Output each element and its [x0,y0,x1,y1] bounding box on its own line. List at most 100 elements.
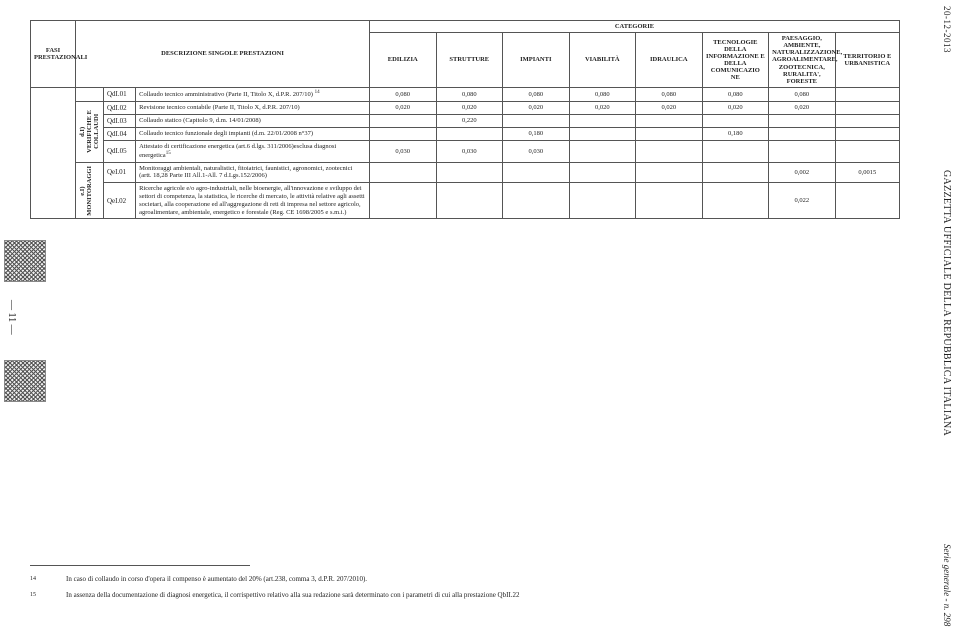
footnote-num: 15 [30,590,46,602]
table-cell [569,162,636,183]
desc-cell: Collaudo statico (Capitolo 9, d.m. 14/01… [136,114,370,127]
table-cell: 0,020 [636,101,703,114]
col-edilizia: EDILIZIA [369,33,436,88]
table-cell: 0,030 [369,140,436,162]
code-cell: QdI.05 [103,140,135,162]
table-cell [369,114,436,127]
table-cell [702,162,769,183]
table-cell: 0,020 [769,101,836,114]
table-cell [369,127,436,140]
table-cell: 0,0015 [835,162,899,183]
table-cell [503,162,570,183]
footnote: 14In caso di collaudo in corso d'opera i… [30,574,900,586]
col-viabilita: VIABILITÀ [569,33,636,88]
prestazioni-table: FASI PRESTAZIONALI DESCRIZIONE SINGOLE P… [30,20,900,219]
col-idraulica: IDRAULICA [636,33,703,88]
table-cell: 0,030 [503,140,570,162]
table-cell: 0,002 [769,162,836,183]
col-tecnologie: TECNOLOGIE DELLA INFORMAZIONE E DELLA CO… [702,33,769,88]
table-cell [503,114,570,127]
col-impianti: IMPIANTI [503,33,570,88]
table-cell [835,114,899,127]
col-strutture: STRUTTURE [436,33,503,88]
table-row: QdI.03Collaudo statico (Capitolo 9, d.m.… [31,114,900,127]
footnotes: 14In caso di collaudo in corso d'opera i… [30,561,900,606]
table-cell [769,114,836,127]
qr-code-icon [4,240,46,282]
table-cell [835,140,899,162]
header-date: 20-12-2013 [942,6,952,53]
code-cell: QdI.01 [103,87,135,101]
table-cell: 0,080 [636,87,703,101]
table-cell [769,140,836,162]
table-cell [769,127,836,140]
table-cell [436,183,503,219]
col-phase: FASI PRESTAZIONALI [31,21,76,88]
table-cell: 0,020 [369,101,436,114]
table-cell: 0,080 [503,87,570,101]
table-cell [369,162,436,183]
series-label: Serie generale - n. 298 [942,544,952,626]
table-cell [702,140,769,162]
footnote-text: In assenza della documentazione di diagn… [66,590,520,602]
desc-cell: Collaudo tecnico funzionale degli impian… [136,127,370,140]
table-row: QdI.01Collaudo tecnico amministrativo (P… [31,87,900,101]
table-cell [636,162,703,183]
desc-cell: Ricerche agricole e/o agro-industriali, … [136,183,370,219]
group-cell [76,87,104,101]
table-cell: 0,022 [769,183,836,219]
table-cell [503,183,570,219]
table-cell: 0,080 [769,87,836,101]
qr-code-icon [4,360,46,402]
table-cell [636,114,703,127]
page-content: FASI PRESTAZIONALI DESCRIZIONE SINGOLE P… [30,20,900,219]
phase-cell [31,87,76,218]
desc-cell: Attestato di certificazione energetica (… [136,140,370,162]
table-cell [636,183,703,219]
group-label: d.I)VERIFICHE ECOLLAUDI [76,101,104,162]
table-cell [835,183,899,219]
table-cell [702,114,769,127]
table-cell: 0,080 [569,87,636,101]
code-cell: QdI.04 [103,127,135,140]
table-cell: 0,020 [503,101,570,114]
table-body: QdI.01Collaudo tecnico amministrativo (P… [31,87,900,218]
table-cell [636,127,703,140]
table-row: QdI.05Attestato di certificazione energe… [31,140,900,162]
table-cell: 0,020 [702,101,769,114]
code-cell: QeI.02 [103,183,135,219]
table-row: e.I)MONITORAGGIQeI.01Monitoraggi ambient… [31,162,900,183]
table-cell [369,183,436,219]
table-cell [636,140,703,162]
col-territorio: TERRITORIO E URBANISTICA [835,33,899,88]
table-row: d.I)VERIFICHE ECOLLAUDIQdI.02Revisione t… [31,101,900,114]
table-cell: 0,030 [436,140,503,162]
table-cell: 0,080 [436,87,503,101]
col-paesaggio: PAESAGGIO, AMBIENTE, NATURALIZZAZIONE, A… [769,33,836,88]
table-cell [569,140,636,162]
page-number: — 11 — [6,300,17,335]
table-cell: 0,180 [503,127,570,140]
table-cell: 0,020 [436,101,503,114]
table-cell [835,127,899,140]
table-cell [436,127,503,140]
desc-cell: Revisione tecnico contabile (Parte II, T… [136,101,370,114]
table-cell [835,87,899,101]
footnote-text: In caso di collaudo in corso d'opera il … [66,574,367,586]
table-cell: 0,080 [702,87,769,101]
code-cell: QdI.03 [103,114,135,127]
table-cell: 0,180 [702,127,769,140]
col-categorie: CATEGORIE [369,21,899,33]
table-cell: 0,020 [569,101,636,114]
table-cell [835,101,899,114]
table-cell [436,162,503,183]
desc-cell: Collaudo tecnico amministrativo (Parte I… [136,87,370,101]
table-row: QeI.02Ricerche agricole e/o agro-industr… [31,183,900,219]
table-cell: 0,080 [369,87,436,101]
table-cell [702,183,769,219]
group-label: e.I)MONITORAGGI [76,162,104,219]
table-cell [569,114,636,127]
col-desc: DESCRIZIONE SINGOLE PRESTAZIONI [76,21,370,88]
desc-cell: Monitoraggi ambientali, naturalistici, f… [136,162,370,183]
footnote: 15 In assenza della documentazione di dia… [30,590,900,602]
